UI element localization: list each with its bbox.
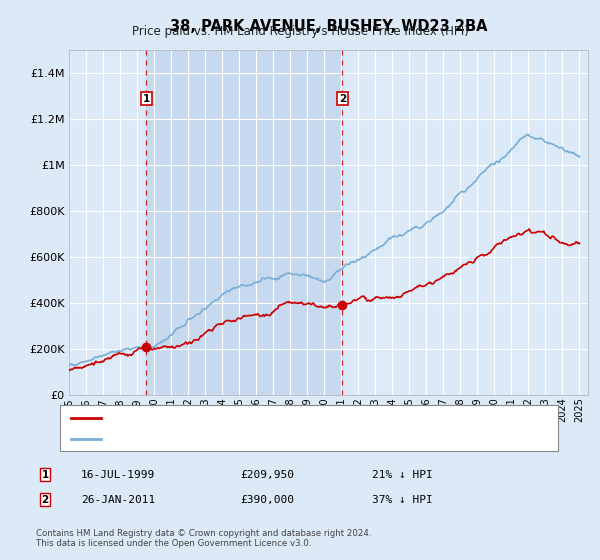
Text: Price paid vs. HM Land Registry's House Price Index (HPI): Price paid vs. HM Land Registry's House …	[131, 25, 469, 38]
Bar	[146, 50, 343, 395]
Text: 21% ↓ HPI: 21% ↓ HPI	[372, 470, 433, 480]
Text: 2: 2	[339, 94, 346, 104]
Text: 16-JUL-1999: 16-JUL-1999	[81, 470, 155, 480]
Text: HPI: Average price, detached house, Hertsmere: HPI: Average price, detached house, Hert…	[108, 435, 356, 444]
Text: £209,950: £209,950	[240, 470, 294, 480]
Text: 26-JAN-2011: 26-JAN-2011	[81, 494, 155, 505]
Text: 38, PARK AVENUE, BUSHEY, WD23 2BA (detached house): 38, PARK AVENUE, BUSHEY, WD23 2BA (detac…	[108, 413, 405, 423]
Text: 1: 1	[143, 94, 150, 104]
Text: Contains HM Land Registry data © Crown copyright and database right 2024.
This d: Contains HM Land Registry data © Crown c…	[36, 529, 371, 548]
Text: 2: 2	[41, 494, 49, 505]
Text: 37% ↓ HPI: 37% ↓ HPI	[372, 494, 433, 505]
Text: 1: 1	[41, 470, 49, 480]
Text: £390,000: £390,000	[240, 494, 294, 505]
Title: 38, PARK AVENUE, BUSHEY, WD23 2BA: 38, PARK AVENUE, BUSHEY, WD23 2BA	[170, 19, 487, 34]
